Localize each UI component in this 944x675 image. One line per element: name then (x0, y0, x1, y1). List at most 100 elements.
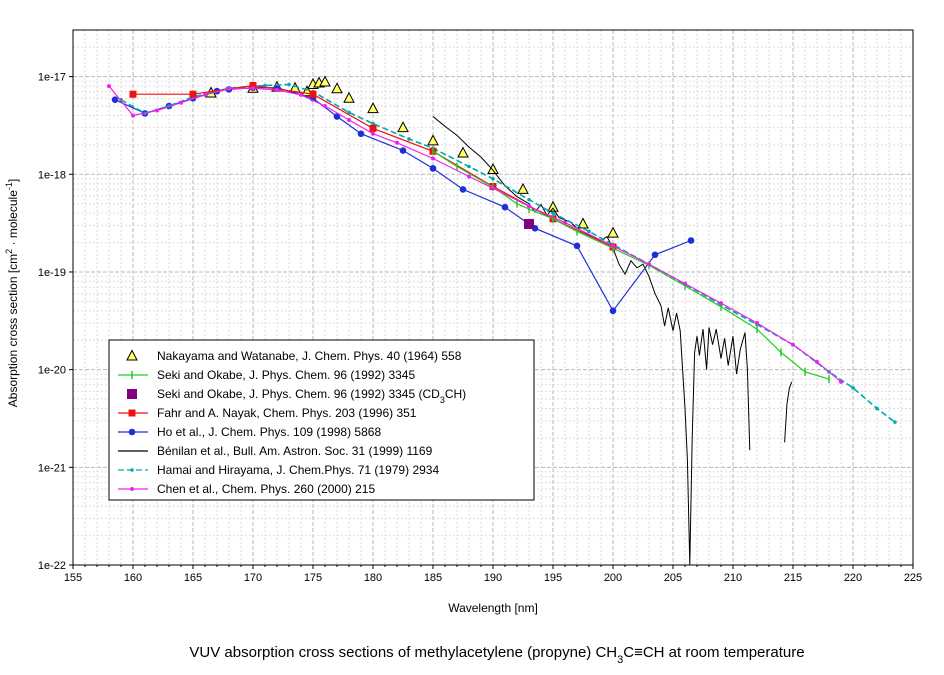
legend-label: Chen et al., Chem. Phys. 260 (2000) 215 (157, 482, 375, 496)
data-point (491, 186, 495, 191)
data-point (491, 176, 495, 181)
data-point (331, 82, 343, 94)
x-tick-label: 180 (364, 572, 382, 584)
legend-marker (127, 389, 137, 399)
y-tick-label: 1e-20 (38, 365, 66, 377)
legend-marker (130, 468, 134, 472)
data-point (427, 134, 439, 146)
data-point (111, 96, 119, 104)
legend-entry: Bénilan et al., Bull. Am. Astron. Soc. 3… (118, 444, 433, 458)
series-1 (205, 75, 619, 238)
legend-label: Nakayama and Watanabe, J. Chem. Phys. 40… (157, 349, 462, 363)
data-point (611, 243, 615, 248)
data-point (395, 140, 399, 145)
series-3 (524, 218, 534, 229)
data-point (577, 217, 589, 229)
data-point (851, 386, 855, 390)
series-8 (107, 84, 843, 384)
x-tick-label: 195 (544, 572, 562, 584)
figure-caption: VUV absorption cross sections of methyla… (189, 644, 804, 666)
data-point (755, 321, 759, 326)
data-point (371, 131, 375, 136)
data-point (791, 342, 795, 347)
x-tick-label: 215 (784, 572, 802, 584)
data-point (129, 90, 137, 98)
data-point (893, 420, 897, 424)
legend-box (108, 339, 535, 501)
data-point (547, 200, 559, 212)
series-line (108, 85, 842, 383)
legend-entry: Ho et al., J. Chem. Phys. 109 (1998) 586… (118, 425, 381, 439)
y-tick-label: 1e-17 (38, 72, 66, 84)
x-tick-label: 210 (724, 572, 742, 584)
data-point (815, 359, 819, 364)
data-point (587, 229, 591, 234)
y-tick-label: 1e-19 (38, 267, 66, 279)
data-point (343, 91, 355, 103)
x-tick-label: 170 (244, 572, 262, 584)
x-tick-label: 175 (304, 572, 322, 584)
data-point (369, 124, 377, 132)
data-point (457, 146, 469, 158)
legend-entry: Seki and Okabe, J. Phys. Chem. 96 (1992)… (118, 368, 415, 382)
x-tick-label: 165 (184, 572, 202, 584)
data-point (249, 82, 257, 90)
data-point (573, 242, 581, 250)
x-tick-label: 155 (64, 572, 82, 584)
data-point (227, 86, 231, 91)
x-tick-label: 200 (604, 572, 622, 584)
data-point (563, 220, 567, 225)
data-point (431, 156, 435, 161)
legend-marker (128, 409, 136, 417)
legend-entry: Hamai and Hirayama, J. Chem.Phys. 71 (19… (118, 463, 439, 477)
data-point (275, 87, 279, 92)
y-axis-label: Absorption cross section [cm2 · molecule… (4, 179, 20, 407)
data-point (407, 137, 411, 141)
legend-marker (130, 487, 134, 491)
y-tick-label: 1e-18 (38, 169, 66, 181)
data-point (719, 301, 723, 306)
legend-label: Fahr and A. Nayak, Chem. Phys. 203 (1996… (157, 406, 417, 420)
data-point (607, 226, 619, 238)
y-tick-label: 1e-21 (38, 462, 66, 474)
x-tick-label: 160 (124, 572, 142, 584)
data-point (155, 108, 159, 113)
legend-label: Seki and Okabe, J. Phys. Chem. 96 (1992)… (157, 368, 415, 382)
data-point (683, 281, 687, 286)
data-point (287, 82, 291, 87)
legend-label: Hamai and Hirayama, J. Chem.Phys. 71 (19… (157, 463, 439, 477)
data-point (309, 90, 317, 98)
x-tick-label: 190 (484, 572, 502, 584)
legend-entry: Chen et al., Chem. Phys. 260 (2000) 215 (118, 482, 375, 496)
data-point (347, 110, 351, 115)
data-point (323, 104, 327, 109)
data-point (189, 90, 197, 98)
legend-marker (126, 349, 138, 361)
data-point (467, 164, 471, 169)
legend: Nakayama and Watanabe, J. Chem. Phys. 40… (108, 339, 535, 501)
data-point (251, 86, 255, 91)
series-layer (107, 75, 897, 566)
x-tick-label: 185 (424, 572, 442, 584)
y-tick-label: 1e-22 (38, 560, 66, 572)
data-point (263, 83, 267, 88)
legend-marker (128, 428, 136, 436)
data-point (687, 237, 695, 244)
data-point (467, 174, 471, 179)
data-point (487, 162, 499, 174)
data-point (647, 262, 651, 267)
data-point (839, 379, 843, 384)
data-point (397, 121, 409, 133)
data-point (501, 203, 509, 211)
data-point (399, 147, 407, 154)
legend-entry: Fahr and A. Nayak, Chem. Phys. 203 (1996… (118, 406, 417, 420)
data-point (179, 100, 183, 105)
legend-label: Seki and Okabe, J. Phys. Chem. 96 (1992)… (157, 387, 466, 405)
data-point (333, 113, 341, 120)
data-point (319, 75, 331, 87)
data-point (429, 165, 437, 172)
x-tick-label: 220 (844, 572, 862, 584)
